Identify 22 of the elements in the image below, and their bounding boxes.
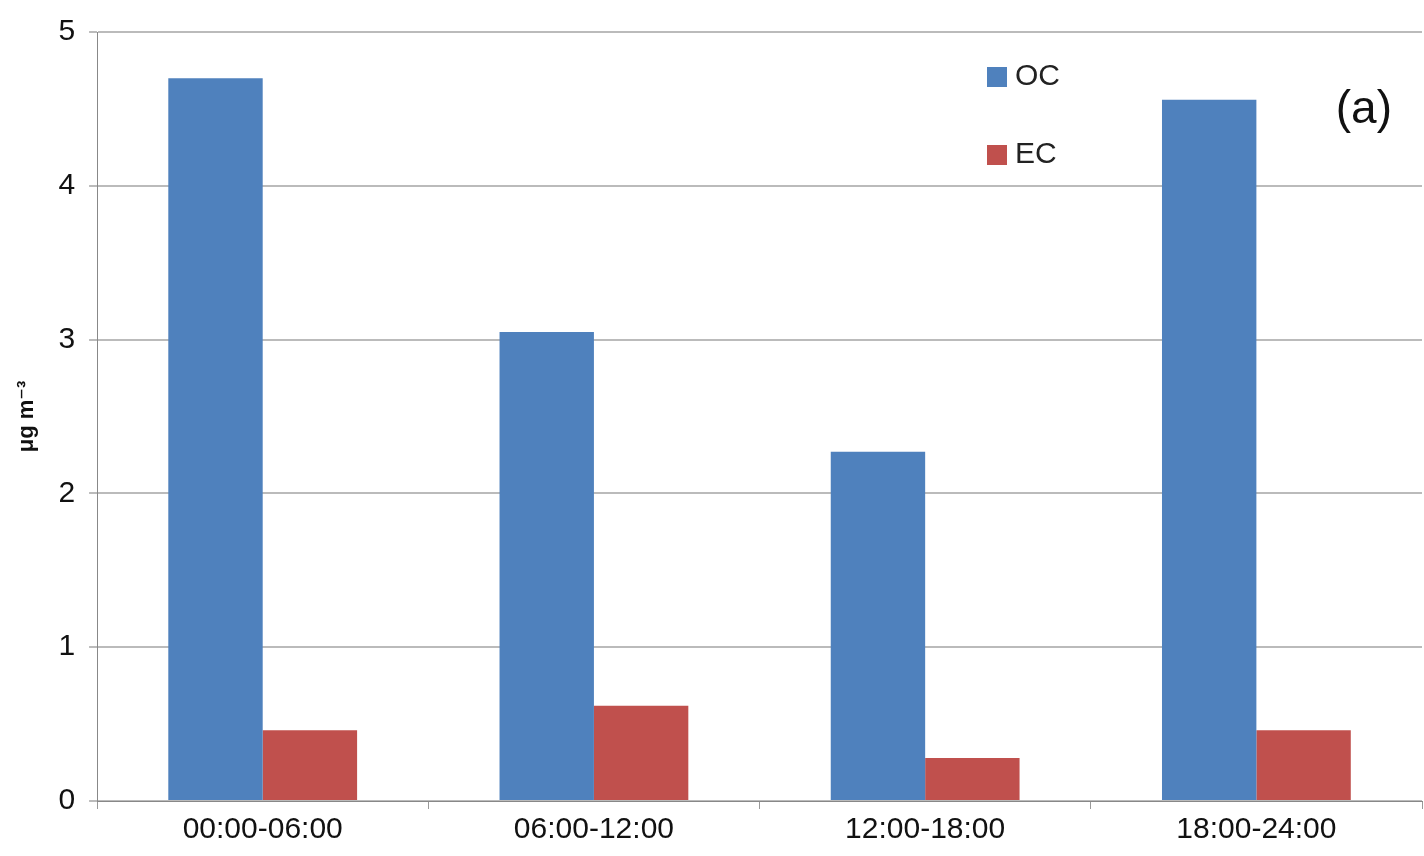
bar bbox=[499, 331, 594, 800]
x-tick-label: 00:00-06:00 bbox=[182, 811, 343, 845]
y-tick-label: 0 bbox=[58, 782, 76, 816]
y-tick-label: 5 bbox=[58, 13, 76, 47]
y-tick-label: 2 bbox=[58, 474, 76, 508]
bar bbox=[1256, 730, 1351, 800]
x-tick-label: 12:00-18:00 bbox=[845, 811, 1006, 845]
y-tick-label: 1 bbox=[58, 628, 76, 662]
y-tick-label: 4 bbox=[58, 167, 76, 201]
legend-label: OC bbox=[1015, 58, 1060, 92]
legend-label: EC bbox=[1015, 136, 1057, 170]
bar bbox=[593, 705, 689, 800]
bar bbox=[168, 78, 263, 800]
bar bbox=[925, 757, 1020, 800]
bar bbox=[1161, 99, 1257, 800]
annotation: (a) bbox=[1335, 80, 1392, 133]
y-axis-title: μg m⁻³ bbox=[13, 380, 39, 453]
bar bbox=[830, 451, 926, 800]
bar bbox=[262, 730, 358, 800]
x-tick-label: 06:00-12:00 bbox=[513, 811, 674, 845]
x-tick-label: 18:00-24:00 bbox=[1176, 811, 1337, 845]
y-tick-label: 3 bbox=[58, 320, 76, 354]
